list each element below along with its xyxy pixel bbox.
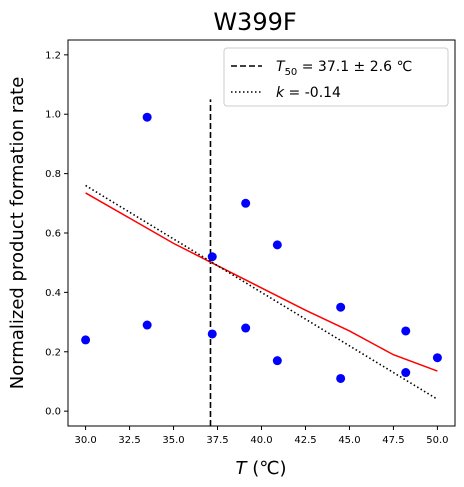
y-tick-label: 0.4 (45, 288, 61, 299)
y-tick-label: 1.0 (45, 110, 61, 121)
y-tick-label: 0.8 (45, 169, 61, 180)
data-point (81, 335, 91, 345)
data-point (142, 112, 152, 122)
chart-title: W399F (213, 8, 296, 36)
data-point (207, 252, 217, 262)
fit-curve-line (85, 192, 438, 372)
legend-label: T50 = 37.1 ± 2.6 ℃ (276, 59, 412, 78)
x-tick-label: 35.0 (162, 435, 184, 446)
y-axis: 0.0 0.2 0.4 0.6 0.8 1.0 1.2 (45, 50, 68, 418)
legend-label-variable: T (276, 59, 286, 75)
x-axis-title-unit: (℃) (247, 458, 287, 479)
x-axis: 30.0 32.5 35.0 37.5 40.0 42.5 45.0 47.5 50.0 (74, 426, 449, 446)
data-point (336, 302, 346, 312)
data-point (272, 240, 282, 250)
y-tick-label: 0.0 (45, 407, 61, 418)
data-point (401, 326, 411, 336)
data-point (432, 353, 442, 363)
x-tick-label: 37.5 (206, 435, 228, 446)
x-axis-title: T (℃) (236, 458, 287, 479)
data-point (336, 373, 346, 383)
x-tick-label: 47.5 (382, 435, 404, 446)
y-tick-label: 1.2 (45, 50, 61, 61)
data-point (241, 198, 251, 208)
legend-box (223, 47, 449, 107)
legend-label-variable: k (276, 85, 285, 101)
x-tick-label: 50.0 (426, 435, 448, 446)
legend-label-subscript: 50 (285, 67, 298, 78)
y-tick-label: 0.6 (45, 229, 61, 240)
data-point (142, 320, 152, 330)
x-tick-label: 45.0 (338, 435, 360, 446)
plot-area (81, 99, 442, 426)
legend-label-rest: = 37.1 ± 2.6 ℃ (297, 59, 412, 75)
x-tick-label: 30.0 (74, 435, 96, 446)
x-tick-label: 42.5 (294, 435, 316, 446)
legend-label-rest: = -0.14 (284, 85, 341, 101)
x-axis-title-variable: T (236, 458, 249, 479)
data-point (207, 329, 217, 339)
legend-label: k = -0.14 (276, 85, 341, 101)
linear-fit-line (85, 184, 438, 400)
y-axis-title: Normalized product formation rate (7, 77, 28, 390)
x-tick-label: 40.0 (250, 435, 272, 446)
legend: T50 = 37.1 ± 2.6 ℃ k = -0.14 (223, 47, 449, 107)
data-point (272, 356, 282, 366)
data-point (401, 368, 411, 378)
y-tick-label: 0.2 (45, 347, 61, 358)
data-point (241, 323, 251, 333)
x-tick-label: 32.5 (118, 435, 140, 446)
